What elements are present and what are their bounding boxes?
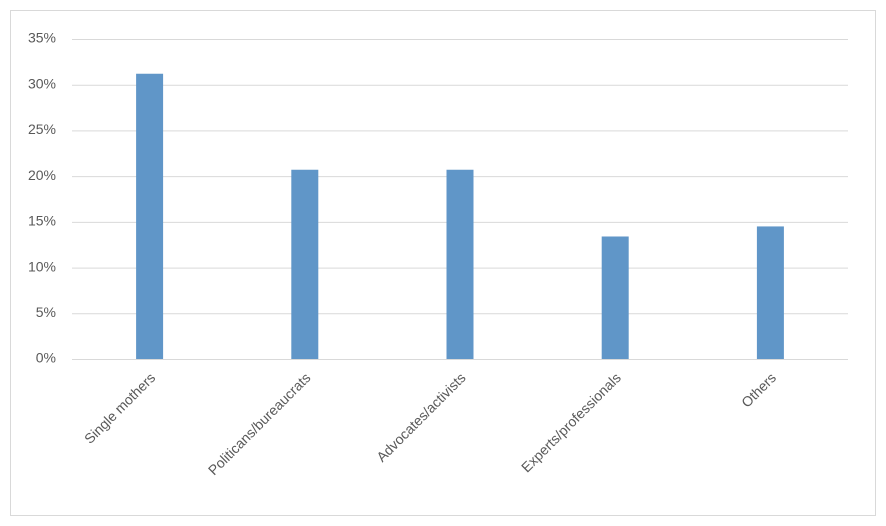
bar bbox=[756, 226, 784, 359]
y-tick-label: 0% bbox=[36, 350, 56, 366]
bar bbox=[136, 73, 164, 359]
y-tick-label: 15% bbox=[28, 213, 56, 229]
bar bbox=[291, 169, 319, 359]
y-tick-label: 20% bbox=[28, 167, 56, 183]
y-tick-label: 10% bbox=[28, 258, 56, 274]
bar bbox=[446, 169, 474, 359]
y-tick-label: 30% bbox=[28, 75, 56, 91]
bar bbox=[601, 236, 629, 359]
y-tick-label: 5% bbox=[36, 304, 56, 320]
y-tick-label: 35% bbox=[28, 30, 56, 46]
y-tick-label: 25% bbox=[28, 121, 56, 137]
